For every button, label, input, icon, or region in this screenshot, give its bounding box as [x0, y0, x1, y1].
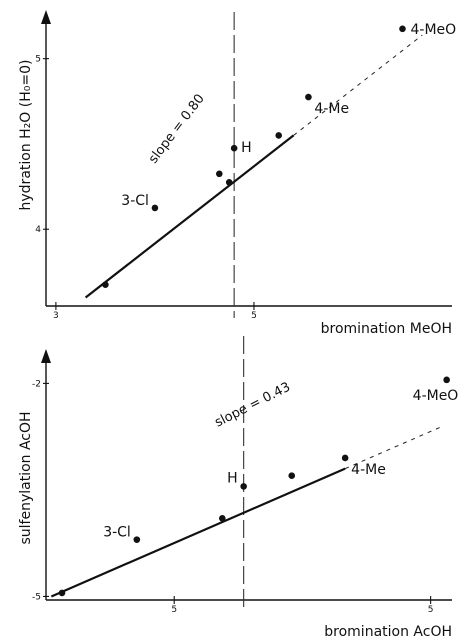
data-point	[58, 589, 66, 597]
top-y-axis-arrow	[41, 10, 51, 24]
point-label: H	[241, 140, 252, 156]
data-point	[443, 376, 450, 384]
top-fit-line	[84, 134, 295, 299]
bottom-slope-label: slope = 0.43	[213, 380, 293, 431]
top-y-label: hydration H₂O (H₀=0)	[18, 60, 34, 211]
point-label: 3-Cl	[103, 525, 131, 541]
x-tick-label: 5	[251, 311, 257, 321]
bottom-y-axis-arrow	[41, 349, 51, 363]
x-tick-label: 5	[171, 605, 177, 615]
x-tick-label: 5	[428, 605, 434, 615]
top-points: 3-Cl H 4-Me 4-MeO	[102, 22, 456, 288]
data-point	[151, 204, 159, 212]
point-label: 4-MeO	[413, 388, 458, 404]
data-point	[215, 170, 223, 178]
top-ticks: 3 5 4 5	[35, 55, 257, 321]
bottom-points: 3-Cl H 4-Me 4-MeO	[58, 376, 458, 597]
point-label: 3-Cl	[121, 193, 149, 209]
bottom-ticks: 5 5 -2 -5	[32, 379, 433, 615]
data-point	[275, 132, 283, 139]
bottom-y-label: sulfenylation AcOH	[18, 411, 34, 544]
bottom-x-label: bromination AcOH	[324, 624, 452, 640]
point-label: H	[227, 470, 238, 486]
top-fit-extension	[293, 34, 423, 136]
data-point	[305, 93, 312, 101]
top-slope-label: slope = 0.80	[146, 92, 208, 167]
y-tick-label: 5	[35, 55, 41, 65]
bottom-fit-line	[50, 467, 346, 598]
data-point	[341, 454, 349, 462]
data-point	[288, 472, 296, 480]
data-point	[230, 144, 238, 152]
bottom-panel: 5 5 -2 -5 3-Cl H 4-Me 4-MeO bromination AcOH s…	[18, 336, 458, 640]
top-panel: 3 5 4 5 3-Cl H 4-Me 4-MeO bromination MeOH hyd…	[18, 10, 456, 337]
x-tick-label: 3	[53, 311, 59, 321]
data-point	[240, 483, 247, 490]
y-tick-label: -5	[32, 592, 41, 602]
data-point	[225, 179, 233, 186]
y-tick-label: -2	[32, 379, 41, 389]
point-label: 4-Me	[351, 462, 386, 478]
data-point	[102, 281, 109, 288]
y-tick-label: 4	[35, 225, 41, 235]
data-point	[133, 536, 141, 543]
data-point	[399, 25, 406, 33]
top-x-label: bromination MeOH	[321, 321, 452, 337]
point-label: 4-Me	[314, 101, 349, 117]
data-point	[218, 515, 226, 522]
point-label: 4-MeO	[410, 22, 456, 38]
